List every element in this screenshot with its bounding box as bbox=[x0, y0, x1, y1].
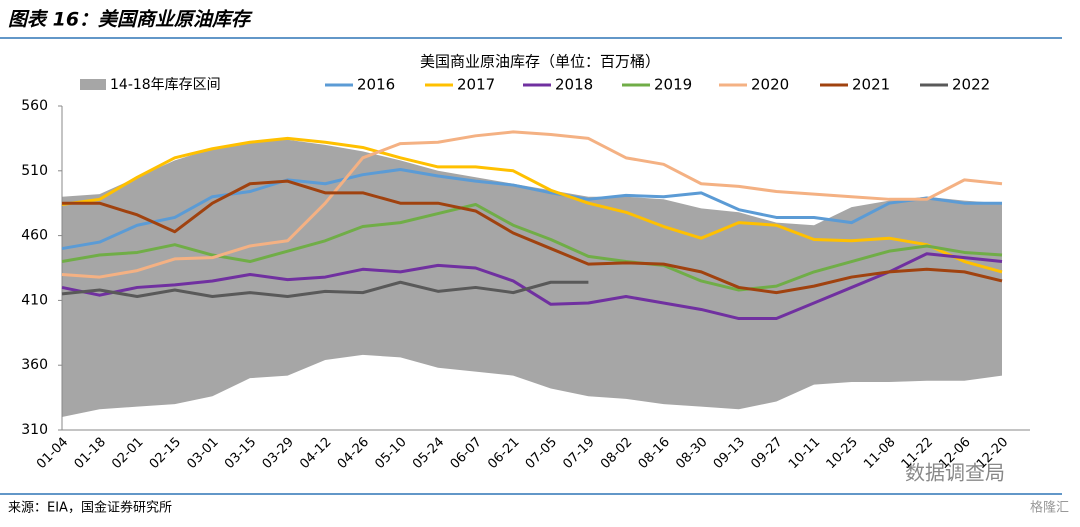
series-line bbox=[62, 179, 1003, 295]
legend-label: 2019 bbox=[654, 76, 692, 94]
legend-label: 2020 bbox=[751, 76, 789, 94]
x-tick-label: 08-02 bbox=[598, 435, 635, 472]
watermark: 格隆汇 bbox=[1030, 500, 1069, 516]
series-line bbox=[61, 136, 1003, 274]
x-tick-label: 08-30 bbox=[673, 435, 710, 472]
series-line bbox=[61, 252, 1003, 321]
legend-swatch bbox=[80, 79, 106, 90]
x-tick-label: 09-27 bbox=[748, 435, 785, 472]
y-tick-label: 410 bbox=[21, 292, 48, 308]
legend-label: 2016 bbox=[357, 76, 395, 94]
x-tick-label: 08-16 bbox=[636, 435, 673, 472]
x-tick-label: 06-21 bbox=[485, 435, 522, 472]
series-line bbox=[61, 130, 1003, 279]
x-tick-label: 05-10 bbox=[372, 435, 409, 472]
x-tick-label: 01-04 bbox=[34, 435, 71, 472]
x-tick-label: 02-01 bbox=[109, 435, 146, 472]
x-tick-label: 02-15 bbox=[147, 435, 184, 472]
x-tick-label: 11-08 bbox=[861, 435, 898, 472]
y-tick-label: 510 bbox=[21, 163, 48, 179]
legend-label: 2017 bbox=[457, 76, 495, 94]
x-tick-label: 03-29 bbox=[260, 435, 297, 472]
x-tick-label: 07-05 bbox=[523, 435, 560, 472]
x-tick-label: 07-19 bbox=[560, 435, 597, 472]
watermark: 数据调查局 bbox=[905, 461, 1005, 485]
y-tick-label: 310 bbox=[21, 422, 48, 438]
x-tick-label: 03-01 bbox=[184, 435, 221, 472]
series-line bbox=[61, 280, 589, 299]
legend-label: 2018 bbox=[555, 76, 593, 94]
source: 来源：EIA，国金证券研究所 bbox=[8, 500, 172, 516]
x-tick-label: 10-25 bbox=[824, 435, 861, 472]
chart-title: 美国商业原油库存（单位：百万桶） bbox=[420, 53, 660, 71]
x-tick-label: 04-26 bbox=[335, 435, 372, 472]
legend-label: 2021 bbox=[852, 76, 890, 94]
x-tick-label: 10-11 bbox=[786, 435, 823, 472]
x-tick-label: 09-13 bbox=[711, 435, 748, 472]
legend-label: 2022 bbox=[952, 76, 990, 94]
series-line bbox=[61, 168, 1002, 251]
x-tick-label: 01-18 bbox=[72, 435, 109, 472]
y-tick-label: 460 bbox=[21, 228, 48, 244]
page-title: 图表 16：美国商业原油库存 bbox=[8, 9, 253, 31]
x-tick-label: 05-24 bbox=[410, 435, 447, 472]
y-tick-label: 560 bbox=[21, 98, 48, 114]
range-band bbox=[62, 139, 1002, 418]
x-tick-label: 06-07 bbox=[448, 435, 485, 472]
legend-label: 14-18年库存区间 bbox=[110, 77, 221, 93]
x-tick-label: 03-15 bbox=[222, 435, 259, 472]
y-tick-label: 360 bbox=[21, 357, 48, 373]
x-tick-label: 04-12 bbox=[297, 435, 334, 472]
